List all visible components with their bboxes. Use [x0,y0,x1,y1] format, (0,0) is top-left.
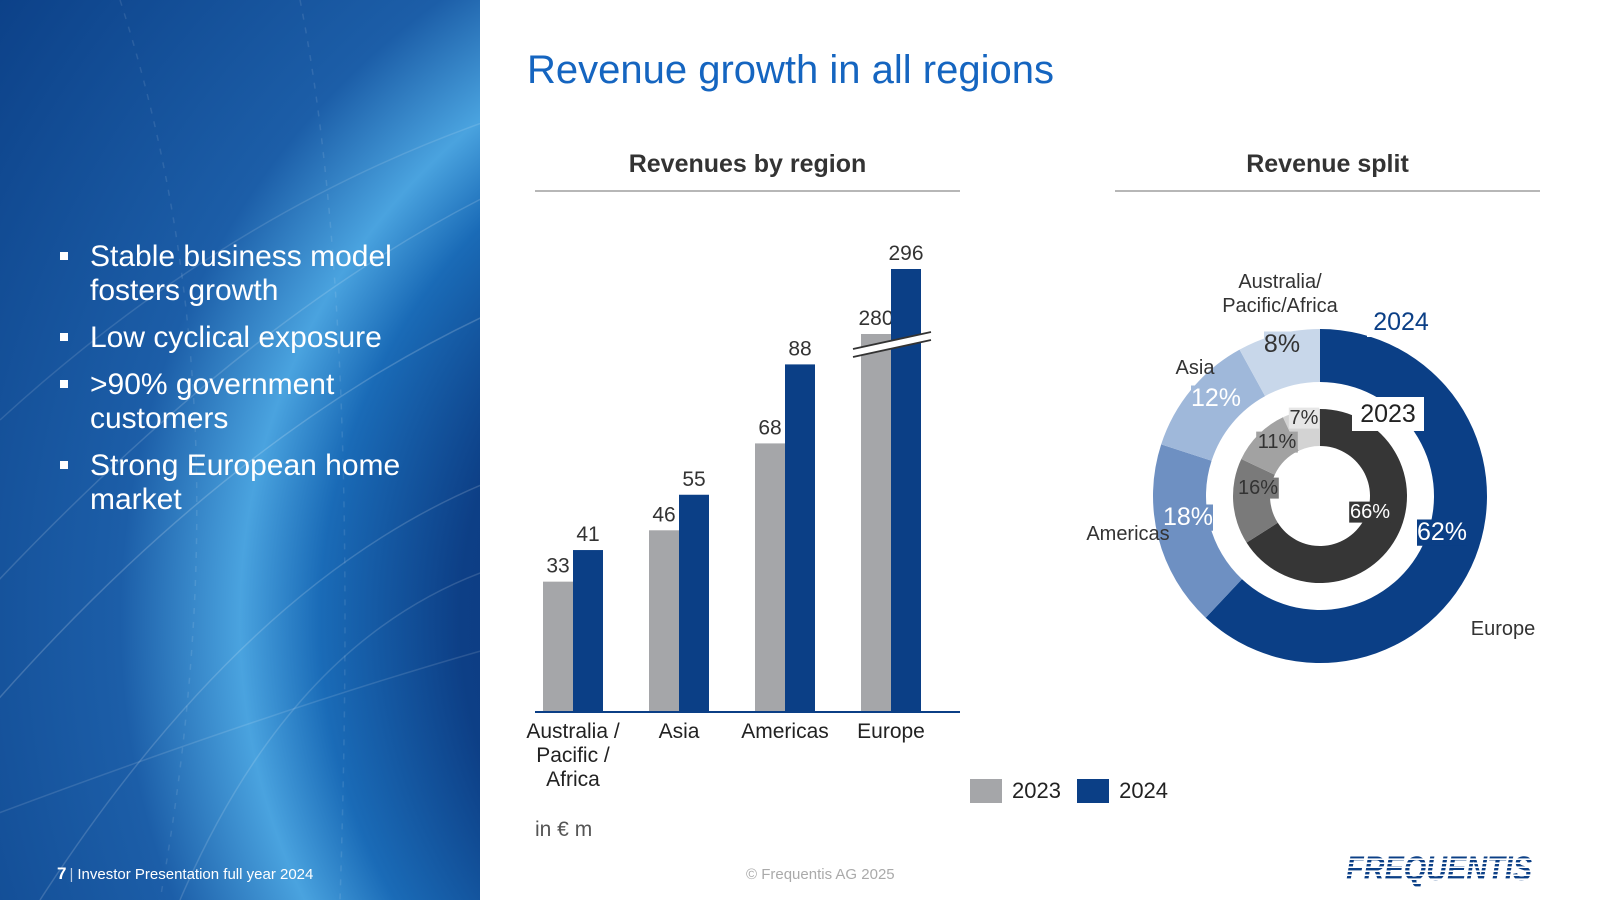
donut-ring-2024: 8% 12% 18% 62% [1153,329,1487,663]
category-label: Australia / [526,720,620,743]
data-label: 88 [788,337,811,360]
data-label: 68 [758,416,781,439]
ring-tag-2024: 2024 [1367,305,1435,337]
value-label-bg [1256,431,1298,453]
data-label: 296 [888,242,923,265]
data-label: 41 [576,523,599,546]
presentation-title: Investor Presentation full year 2024 [77,866,314,883]
value-label: 16% [1238,477,1278,499]
donut-segment-2023-3 [1246,409,1407,583]
data-label: 46 [652,503,675,526]
bullet-item: >90% government customers [58,368,458,436]
legend-item-2024: 2024 [1077,778,1168,804]
bar-2023-2 [755,443,785,712]
page-number: 7 [57,864,67,883]
category-label: Africa [546,768,600,791]
revenues-by-region-chart: 33 41 Australia /Pacific /Africa 46 55 Asia 68… [526,242,960,791]
value-label: 66% [1350,501,1390,523]
category-label: Pacific / [536,744,610,767]
ring-tag-2023: 2023 [1352,397,1424,431]
legend-item-2023: 2023 [970,778,1061,804]
revenue-split-donut: 8% 12% 18% 62% 7%11% 16% 66% 2024 2023 Australia/… [1086,271,1536,663]
bullet-marker [60,252,68,260]
bar-2023-1 [649,530,679,712]
category-label: Asia [659,720,700,743]
region-label: Australia/ [1238,271,1322,293]
bar-2024-1 [679,494,709,712]
key-points-list: Stable business model fosters growth Low… [58,240,458,530]
region-label: Europe [1471,618,1536,640]
legend-swatch-2023 [970,779,1002,803]
category-label: Europe [857,720,925,743]
legend-label-2024: 2024 [1119,778,1169,803]
globe-artwork [0,0,480,900]
bullet-item: Low cyclical exposure [58,321,458,355]
value-label: 12% [1191,384,1241,412]
bullet-marker [60,461,68,469]
donut-segment-2024-2 [1153,444,1242,618]
bullet-text: >90% government customers [90,368,335,435]
region-label: Pacific/Africa [1222,295,1338,317]
value-label-bg [1349,501,1391,523]
bullet-text: Low cyclical exposure [90,321,382,354]
value-label: 62% [1417,518,1467,546]
hero-image-panel: Stable business model fosters growth Low… [0,0,480,900]
bar-chart-title-rule [535,190,960,192]
value-label: 18% [1163,503,1213,531]
ring-tag-2024-text: 2024 [1373,308,1429,336]
frequentis-logo: FREQUENTIS [1346,850,1532,888]
copyright-text: © Frequentis AG 2025 [746,866,895,883]
category-label: Americas [741,720,829,743]
data-label: 33 [546,555,569,578]
bar-2023-3 [861,334,891,712]
bullet-text: Strong European home market [90,449,401,516]
bar-chart-title: Revenues by region [628,150,867,178]
bar-2024-0 [573,550,603,712]
value-label: 7% [1290,407,1319,429]
legend-swatch-2024 [1077,779,1110,803]
value-label-bg [1264,331,1300,358]
legend-label-2023: 2023 [1012,778,1061,803]
value-label-bg [1191,385,1241,412]
unit-note: in € m [535,818,593,841]
region-label: Americas [1086,523,1169,545]
data-label: 55 [682,468,705,491]
slide-footer: 7 | Investor Presentation full year 2024 [57,864,313,884]
bullet-item: Strong European home market [58,449,458,517]
bullet-item: Stable business model fosters growth [58,240,458,308]
axis-break-marker [852,331,932,358]
chart-legend: 2023 2024 [970,778,1178,809]
bullet-marker [60,380,68,388]
bar-2024-2 [785,364,815,712]
donut-chart-title: Revenue split [1246,150,1409,178]
value-label: 11% [1258,431,1297,453]
donut-ring-2023: 7%11% 16% 66% [1233,407,1407,583]
bar-2023-0 [543,581,573,712]
slide-title: Revenue growth in all regions [527,48,1054,92]
value-label: 8% [1264,330,1300,358]
region-label: Asia [1176,357,1216,379]
ring-tag-2023-text: 2023 [1360,400,1416,428]
data-label: 280 [858,307,893,330]
value-label-bg [1417,519,1467,546]
donut-chart-title-rule [1115,190,1540,192]
value-label-bg [1163,504,1213,531]
value-label-bg [1288,407,1320,429]
bullet-text: Stable business model fosters growth [90,240,392,307]
logo-wordmark: FREQUENTIS [1346,850,1532,888]
bullet-marker [60,333,68,341]
value-label-bg [1237,477,1279,499]
footer-separator: | [69,866,74,883]
